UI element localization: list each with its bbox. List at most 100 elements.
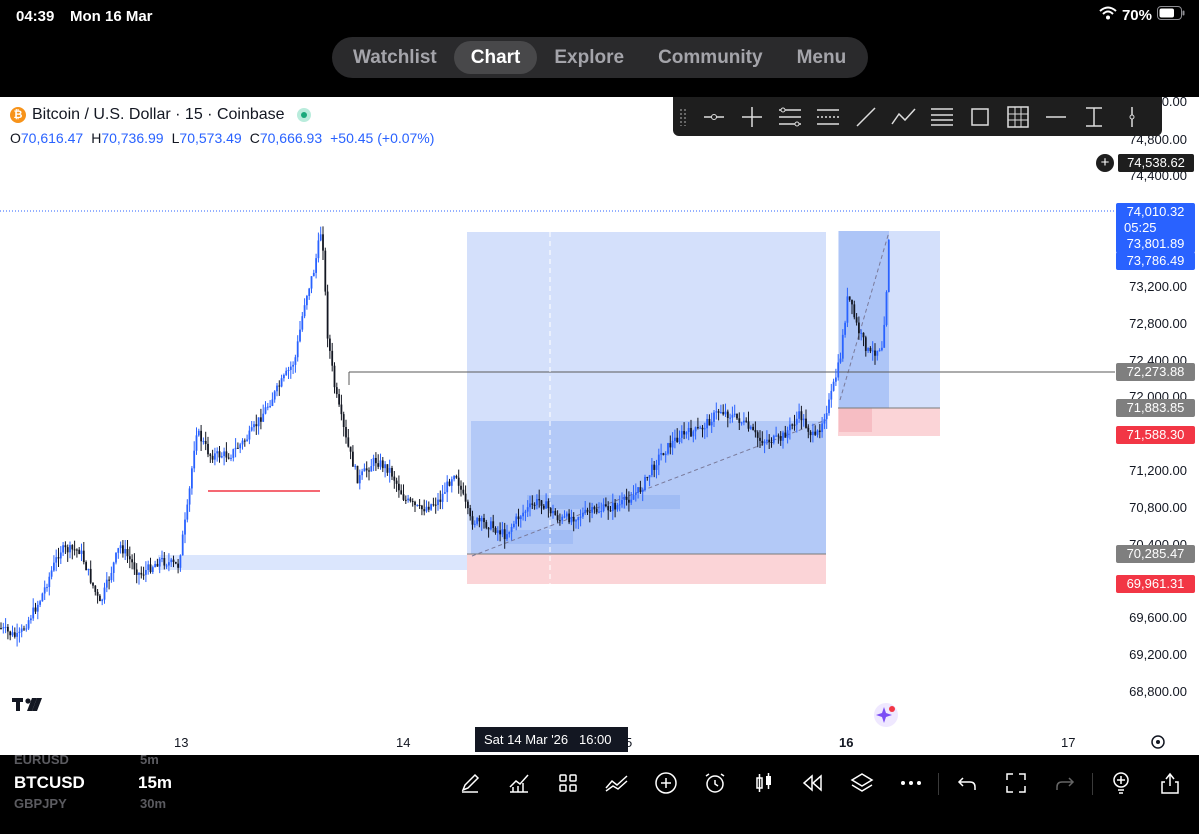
candle-body xyxy=(4,626,7,628)
idea-bulb-icon[interactable] xyxy=(1106,768,1136,798)
chart-canvas[interactable] xyxy=(0,97,1199,730)
tab-watchlist[interactable]: Watchlist xyxy=(353,47,437,68)
demand-zone-left[interactable] xyxy=(158,555,568,570)
battery-percent: 70% xyxy=(1121,6,1152,24)
candle-body xyxy=(227,457,230,459)
candle-body xyxy=(733,413,736,415)
time-label: 5 xyxy=(625,735,633,750)
crosshair-line-icon[interactable] xyxy=(733,99,771,135)
candle-body xyxy=(588,511,591,513)
redo-icon[interactable] xyxy=(1050,768,1080,798)
candle-body xyxy=(678,437,681,442)
candle-body xyxy=(628,499,630,503)
candle-body xyxy=(16,633,18,637)
candle-body xyxy=(418,504,421,506)
candle-body xyxy=(545,501,547,509)
fib-retracement-icon[interactable] xyxy=(923,99,961,135)
candle-body xyxy=(446,481,449,493)
more-icon[interactable] xyxy=(896,768,926,798)
long-position-loss-zone[interactable] xyxy=(467,554,826,584)
tab-menu[interactable]: Menu xyxy=(796,47,847,68)
candle-body xyxy=(763,441,766,444)
path-icon[interactable] xyxy=(885,99,923,135)
candle-body xyxy=(105,579,108,588)
candle-body xyxy=(439,499,442,502)
symbol-selector[interactable]: BTCUSD xyxy=(14,773,85,792)
add-alert-plus-icon[interactable]: + xyxy=(1096,154,1114,172)
timeframe-selector[interactable]: 15m xyxy=(138,773,173,792)
add-icon[interactable] xyxy=(651,768,681,798)
candle-body xyxy=(207,443,209,455)
candle-body xyxy=(853,304,856,318)
candle-body xyxy=(720,412,722,414)
candle-body xyxy=(133,562,136,570)
candle-body xyxy=(342,414,345,428)
candle-body xyxy=(710,421,713,426)
ai-sparkle-icon[interactable] xyxy=(874,703,898,727)
axis-settings-icon[interactable] xyxy=(1149,733,1167,751)
horizontal-ray-icon[interactable] xyxy=(695,99,733,135)
price-range-icon[interactable] xyxy=(1075,99,1113,135)
watchlist-prev-symbol[interactable]: EURUSD xyxy=(14,752,69,767)
candle-body xyxy=(749,426,752,429)
layout-grid-icon[interactable] xyxy=(553,768,583,798)
candles-icon[interactable] xyxy=(749,768,779,798)
candle-body xyxy=(759,437,761,441)
candle-body xyxy=(519,516,522,520)
symbol-header[interactable]: ₿ Bitcoin / U.S. Dollar · 15 · Coinbase xyxy=(10,106,311,124)
candle-body xyxy=(262,413,265,422)
layers-icon[interactable] xyxy=(847,768,877,798)
rectangle-icon[interactable] xyxy=(961,99,999,135)
status-date: Mon 16 Mar xyxy=(70,8,153,25)
time-axis[interactable]: 13 14 5 16 17 xyxy=(0,730,1199,755)
indicators-icon[interactable] xyxy=(504,768,534,798)
watchlist-next-symbol[interactable]: GBPJPY xyxy=(14,796,67,811)
candle-body xyxy=(177,563,179,568)
fullscreen-icon[interactable] xyxy=(1001,768,1031,798)
candle-body xyxy=(303,305,306,317)
candle-body xyxy=(34,607,37,612)
candle-body xyxy=(128,556,131,560)
tab-community[interactable]: Community xyxy=(658,47,763,68)
candle-body xyxy=(697,427,699,429)
trend-line-icon[interactable] xyxy=(847,99,885,135)
candle-body xyxy=(752,426,754,430)
candle-body xyxy=(770,442,773,444)
pencil-icon[interactable] xyxy=(455,768,485,798)
parallel-channel-icon[interactable] xyxy=(771,99,809,135)
candle-body xyxy=(579,516,582,518)
grid-icon[interactable] xyxy=(999,99,1037,135)
candle-body xyxy=(846,296,849,323)
candle-body xyxy=(772,435,775,443)
candle-body xyxy=(89,568,92,583)
candle-body xyxy=(729,417,731,419)
top-bar: 04:39 Mon 16 Mar 70% Watchlist Chart Exp… xyxy=(0,0,1199,97)
vertical-line-icon[interactable] xyxy=(1113,99,1151,135)
regression-channel-icon[interactable] xyxy=(809,99,847,135)
candle-body xyxy=(404,499,407,501)
candle-body xyxy=(496,530,499,533)
candle-body xyxy=(736,413,738,419)
candle-body xyxy=(414,501,416,506)
compare-icon[interactable] xyxy=(602,768,632,798)
candle-body xyxy=(503,529,506,540)
candle-body xyxy=(250,427,253,431)
watchlist-prev-timeframe: 5m xyxy=(140,752,159,767)
alarm-icon[interactable] xyxy=(700,768,730,798)
candle-body xyxy=(653,464,656,470)
candle-body xyxy=(78,549,81,554)
share-icon[interactable] xyxy=(1155,768,1185,798)
candle-body xyxy=(301,316,304,330)
undo-icon[interactable] xyxy=(952,768,982,798)
candle-body xyxy=(713,412,715,422)
candle-body xyxy=(94,585,97,592)
ohlc-values: O70,616.47 H70,736.99 L70,573.49 C70,666… xyxy=(10,130,435,146)
replay-icon[interactable] xyxy=(798,768,828,798)
candle-body xyxy=(53,562,55,571)
tab-chart[interactable]: Chart xyxy=(453,41,538,74)
candle-body xyxy=(179,555,182,568)
horizontal-line-icon[interactable] xyxy=(1037,99,1075,135)
candle-body xyxy=(651,464,653,476)
drag-handle[interactable] xyxy=(679,107,687,126)
tab-explore[interactable]: Explore xyxy=(554,47,625,68)
